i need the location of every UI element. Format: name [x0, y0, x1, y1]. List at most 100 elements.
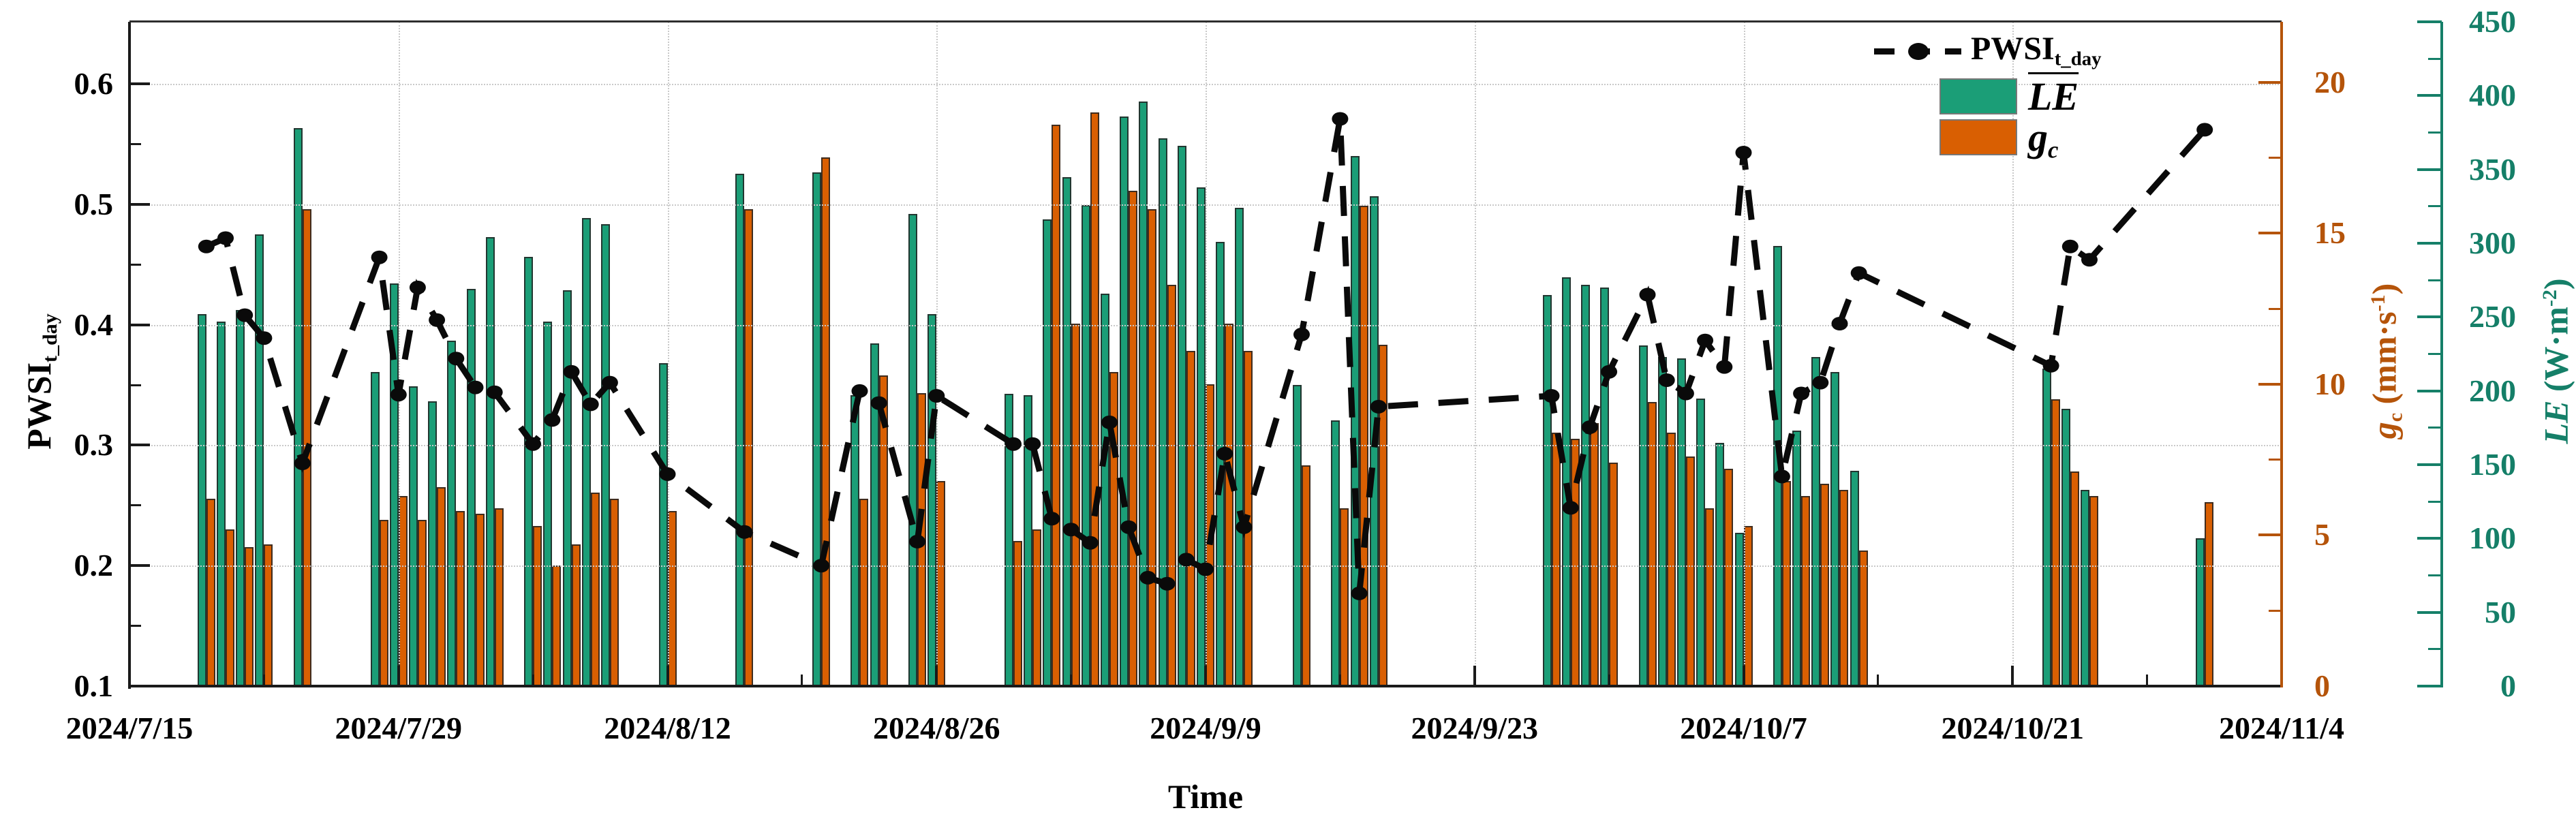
pwsi-point [909, 534, 926, 548]
le-bar [255, 234, 264, 686]
gc-bar [859, 499, 869, 686]
le-bar [1024, 395, 1033, 686]
le-bar [1715, 442, 1725, 686]
gc-bar [1129, 191, 1138, 686]
pwsi-point [1562, 501, 1579, 515]
pwsi-point [448, 352, 465, 366]
pwsi-point [429, 313, 446, 327]
gc-bar [1858, 550, 1868, 686]
x-minor-tick [1877, 675, 1880, 686]
gc-bar [2070, 471, 2079, 686]
top-spine [129, 20, 2282, 22]
le-bar [485, 237, 495, 686]
pwsi-point [601, 375, 618, 390]
x-minor-tick [801, 675, 803, 686]
gc-bar [437, 486, 446, 686]
pwsi-point [1159, 576, 1176, 591]
gc-bar [1186, 351, 1195, 686]
pwsi-point [2042, 358, 2059, 373]
le-bar [908, 213, 918, 686]
pwsi-point [1062, 523, 1079, 537]
gc-bar [609, 499, 619, 686]
gc-bar [1225, 324, 1234, 686]
gc-minor-tick [2269, 609, 2282, 612]
gc-bar [571, 544, 581, 686]
pwsi-point [486, 385, 503, 399]
pwsi-point [1581, 420, 1598, 434]
pwsi-dot-icon [1908, 43, 1929, 60]
pwsi-point [1082, 536, 1099, 550]
gc-bar [475, 514, 485, 686]
v-gridline [398, 22, 400, 686]
pwsi-point [1139, 570, 1156, 585]
x-minor-tick [1070, 675, 1073, 686]
le-bar [1292, 385, 1302, 686]
pwsi-point [390, 388, 407, 402]
le-bar [428, 401, 438, 686]
y-left-tick-label: 0.4 [74, 307, 114, 342]
pwsi-point [198, 239, 215, 253]
pwsi-point [1831, 317, 1848, 330]
le-bar [2061, 408, 2070, 686]
le-tick-label: 0 [2500, 668, 2516, 703]
y-left-minor-tick [129, 384, 141, 386]
gc-bar [1609, 463, 1619, 686]
gc-minor-tick [2269, 459, 2282, 461]
x-tick-label: 2024/8/12 [604, 711, 731, 745]
pwsi-point [1101, 415, 1118, 429]
x-minor-tick [1338, 675, 1341, 686]
gc-bar [225, 529, 234, 686]
le-tick-label: 400 [2469, 78, 2516, 113]
gc-tick-label: 5 [2314, 517, 2330, 553]
gc-tick-label: 20 [2314, 64, 2346, 99]
gc-bar-swatch [1939, 119, 2017, 155]
pwsi-point [1773, 469, 1790, 484]
gc-bar [1378, 345, 1387, 686]
y-left-tick-label: 0.2 [74, 548, 114, 583]
legend-label-pwsi: PWSIt_day [1971, 31, 2102, 70]
gc-bar [264, 544, 273, 686]
pwsi-point [1812, 375, 1829, 390]
le-bar [1216, 241, 1225, 686]
gc-bar [1647, 402, 1657, 686]
pwsi-point [2196, 123, 2213, 137]
left-spine [128, 22, 131, 689]
y-left-minor-tick [129, 504, 141, 507]
x-minor-tick [262, 675, 265, 686]
gc-bar [417, 520, 427, 686]
pwsi-line-layer [198, 112, 2213, 600]
pwsi-point [525, 437, 542, 451]
pwsi-point [294, 456, 311, 470]
gc-bar [1071, 324, 1080, 686]
v-gridline [1474, 22, 1476, 686]
x-minor-tick [2146, 675, 2149, 686]
le-bar [370, 371, 380, 686]
pwsi-point [1216, 446, 1233, 461]
y-right-gc-axis-title: gc (mm·s-1) [2365, 283, 2407, 439]
pwsi-point [236, 308, 254, 322]
x-major-tick [1204, 666, 1207, 686]
gc-bar [1685, 456, 1695, 686]
y-left-major-tick [129, 202, 150, 206]
le-bar [735, 174, 745, 686]
x-major-tick [2011, 666, 2014, 686]
le-bar [1062, 176, 1071, 686]
le-bar [1676, 358, 1686, 686]
pwsi-point [659, 467, 676, 481]
x-axis-title: Time [1167, 777, 1244, 816]
le-minor-tick [2428, 500, 2442, 503]
gc-bar [590, 493, 600, 686]
le-minor-tick [2428, 131, 2442, 134]
x-tick-label: 2024/7/29 [335, 711, 463, 745]
gc-bar [1666, 432, 1676, 686]
pwsi-point [1793, 386, 1810, 401]
y-left-major-tick [129, 564, 150, 568]
le-minor-tick [2428, 57, 2442, 60]
v-gridline [1743, 22, 1745, 686]
le-bar [1696, 398, 1706, 686]
pwsi-point [736, 525, 753, 539]
v-gridline [1206, 22, 1207, 686]
le-bar [600, 223, 610, 686]
gc-bar [1839, 489, 1849, 686]
